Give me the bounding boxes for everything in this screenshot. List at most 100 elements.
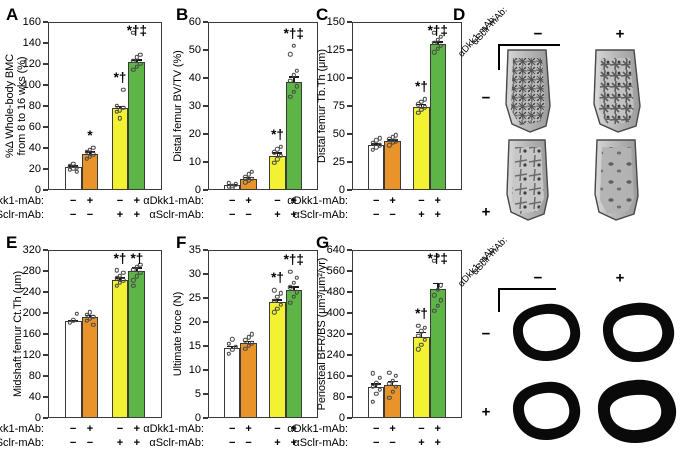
condition-label-sclr: αSclr-mAb:: [293, 437, 348, 449]
significance-marker: *†‡: [283, 252, 304, 268]
condition-row-sclr: αSclr-mAb: −− + +: [0, 209, 162, 223]
data-point: [117, 115, 123, 121]
data-point: [243, 346, 248, 352]
panel-d-top-row-plus: +: [481, 203, 491, 221]
y-tick-label: 100: [22, 79, 41, 91]
y-tick-mark: [203, 21, 208, 23]
data-point: [432, 50, 437, 55]
condition-symbol-sclr-3: +: [274, 437, 281, 449]
condition-symbol-sclr-4: +: [434, 437, 441, 449]
y-tick-mark: [43, 396, 48, 398]
condition-symbol-sclr-1: −: [373, 209, 380, 221]
data-point: [226, 341, 232, 347]
data-point: [370, 147, 376, 152]
condition-symbol-sclr-1: −: [69, 437, 77, 449]
data-point: [131, 67, 136, 73]
y-tick-label: 280: [22, 265, 41, 277]
error-bar-cap: [371, 143, 382, 145]
data-point: [370, 384, 376, 389]
error-bar: [276, 298, 279, 303]
data-point: [131, 30, 136, 35]
condition-label-dkk1: αDkk1-mAb:: [143, 423, 204, 435]
y-tick-mark: [347, 333, 352, 335]
data-point: [246, 172, 251, 177]
condition-symbol-dkk1-1: −: [229, 195, 236, 207]
error-bar-cap: [272, 152, 283, 154]
data-point: [121, 270, 126, 276]
condition-symbol-dkk1-1: −: [373, 423, 380, 435]
data-point: [432, 292, 437, 298]
data-point: [387, 137, 392, 142]
y-tick-mark: [43, 291, 48, 293]
condition-row-sclr: αSclr-mAb: −− + +: [149, 437, 318, 451]
y-tick-label: 0: [194, 412, 201, 424]
y-tick-mark: [43, 333, 48, 335]
data-point: [387, 381, 392, 387]
condition-table-e: αDkk1-mAb:−+−+αSclr-mAb:−−++: [0, 423, 162, 453]
condition-symbol-dkk1-1: −: [69, 423, 77, 435]
y-tick-mark: [43, 168, 48, 170]
condition-label-dkk1: αDkk1-mAb:: [0, 195, 44, 207]
error-bar: [420, 331, 423, 338]
error-bar-cap: [114, 105, 125, 108]
condition-row-dkk1: αDkk1-mAb:−+−+: [143, 423, 318, 437]
y-tick-label: 640: [326, 244, 345, 256]
data-point: [91, 152, 96, 157]
y-tick-mark: [43, 21, 48, 23]
y-tick-mark: [43, 126, 48, 128]
y-tick-label: 25: [332, 156, 345, 168]
data-point: [416, 333, 421, 339]
data-point: [432, 308, 437, 314]
panel-d-top-col-rule: [498, 44, 560, 46]
condition-symbol-sclr-2: −: [389, 209, 396, 221]
condition-symbol-dkk1-2: +: [245, 423, 252, 435]
y-tick-mark: [347, 21, 352, 23]
y-tick-mark: [347, 77, 352, 79]
y-tick-mark: [43, 417, 48, 419]
bar-f-2: [240, 343, 257, 418]
panel-d-bottom-row-rule: [498, 288, 500, 312]
error-bar-cap: [288, 286, 299, 288]
data-point: [138, 270, 143, 276]
bar-g-3: [413, 337, 430, 418]
data-point: [288, 300, 293, 305]
y-tick-label: 80: [332, 391, 345, 403]
data-point: [272, 160, 277, 165]
condition-symbol-dkk1-4: +: [434, 423, 441, 435]
panel-letter-d: D: [453, 5, 466, 24]
panel-d-bottom-col-plus: +: [615, 269, 625, 287]
data-point: [249, 340, 254, 346]
panel-d-top-row-minus: −: [481, 89, 491, 107]
significance-marker: *†: [113, 69, 127, 85]
data-point: [377, 387, 382, 392]
data-point: [435, 37, 440, 43]
y-tick-mark: [347, 291, 352, 293]
data-point: [393, 138, 398, 144]
y-tick-mark: [43, 270, 48, 272]
data-point: [121, 278, 126, 283]
y-tick-mark: [347, 133, 352, 135]
significance-marker: *†‡: [427, 23, 448, 38]
y-tick-mark: [43, 189, 48, 191]
condition-symbol-dkk1-3: −: [116, 195, 124, 207]
data-point: [84, 149, 89, 154]
data-point: [230, 337, 235, 342]
y-tick-label: 10: [188, 156, 201, 168]
data-point: [374, 381, 379, 386]
data-point: [91, 322, 96, 327]
data-point: [134, 55, 140, 60]
panel-d-uct-longitudinal-images: [505, 49, 641, 221]
panel-letter-a: A: [6, 5, 19, 24]
y-tick-label: 20: [28, 163, 41, 175]
data-point: [226, 351, 232, 356]
data-point: [233, 344, 238, 350]
panel-d-top-col-minus: −: [533, 25, 543, 43]
data-point: [275, 294, 280, 300]
data-point: [377, 136, 382, 141]
y-tick-label: 560: [326, 265, 345, 277]
data-point: [291, 72, 296, 78]
y-tick-mark: [203, 133, 208, 135]
panel-letter-b: B: [176, 5, 189, 24]
data-point: [288, 52, 293, 57]
data-point: [275, 146, 280, 152]
